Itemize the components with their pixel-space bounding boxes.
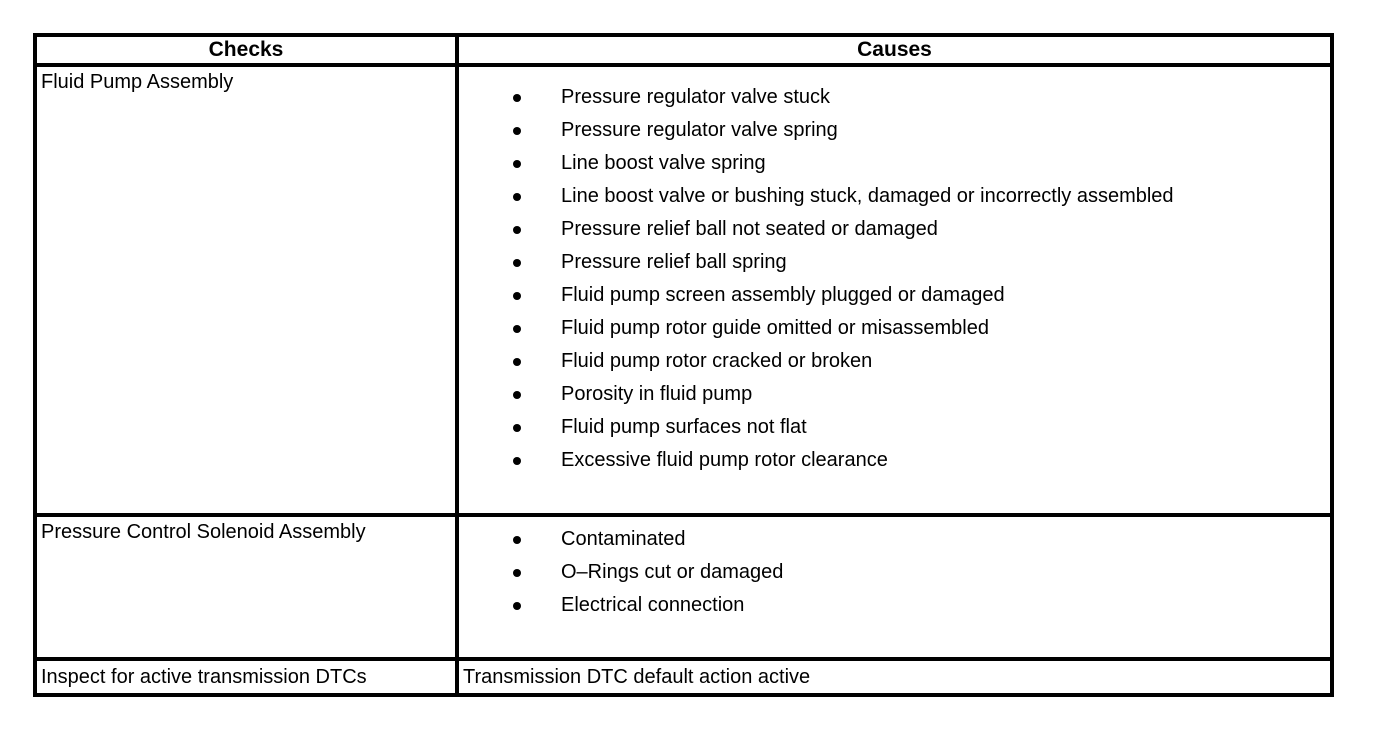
bullet-icon — [513, 457, 521, 465]
cause-item: Pressure relief ball not seated or damag… — [513, 213, 1326, 246]
bullet-icon — [513, 358, 521, 366]
cause-item: Fluid pump screen assembly plugged or da… — [513, 279, 1326, 312]
cause-item: Contaminated — [513, 523, 1326, 556]
bullet-icon — [513, 602, 521, 610]
cause-text: Pressure regulator valve stuck — [561, 86, 831, 108]
cause-text: Electrical connection — [561, 594, 745, 616]
bullet-icon — [513, 536, 521, 544]
bullet-icon — [513, 160, 521, 168]
cause-text: Pressure relief ball spring — [561, 251, 787, 273]
table-row: Inspect for active transmission DTCs Tran… — [33, 657, 1334, 697]
cause-item: Pressure regulator valve stuck — [513, 81, 1326, 114]
table-row: Pressure Control Solenoid Assembly Contam… — [33, 513, 1334, 661]
cause-text: Fluid pump rotor guide omitted or misass… — [561, 317, 989, 339]
check-cell: Pressure Control Solenoid Assembly — [33, 513, 459, 661]
cause-item: Line boost valve spring — [513, 147, 1326, 180]
causes-cell: Pressure regulator valve stuck Pressure r… — [455, 63, 1334, 517]
cause-text: Line boost valve spring — [561, 152, 766, 174]
cause-item: Pressure regulator valve spring — [513, 114, 1326, 147]
bullet-icon — [513, 325, 521, 333]
check-cell: Fluid Pump Assembly — [33, 63, 459, 517]
table-row: Fluid Pump Assembly Pressure regulator va… — [33, 63, 1334, 517]
bullet-icon — [513, 292, 521, 300]
cause-text: Fluid pump screen assembly plugged or da… — [561, 284, 1005, 306]
cause-item: Line boost valve or bushing stuck, damag… — [513, 180, 1326, 213]
check-cell: Inspect for active transmission DTCs — [33, 657, 459, 697]
cause-item: Electrical connection — [513, 589, 1326, 622]
cause-item: Fluid pump surfaces not flat — [513, 411, 1326, 444]
bullet-icon — [513, 193, 521, 201]
column-header-causes: Causes — [455, 33, 1334, 67]
bullet-icon — [513, 226, 521, 234]
cause-text: Fluid pump rotor cracked or broken — [561, 350, 873, 372]
cause-text: Contaminated — [561, 528, 686, 550]
bullet-icon — [513, 424, 521, 432]
cause-item: Excessive fluid pump rotor clearance — [513, 444, 1326, 477]
cause-list: Contaminated O–Rings cut or damaged Electr… — [459, 517, 1330, 622]
cause-list: Pressure regulator valve stuck Pressure r… — [459, 67, 1330, 477]
cause-text: Porosity in fluid pump — [561, 383, 753, 405]
column-header-checks: Checks — [33, 33, 459, 67]
cause-text: Fluid pump surfaces not flat — [561, 416, 807, 438]
cause-item: Fluid pump rotor cracked or broken — [513, 345, 1326, 378]
checks-causes-table: Checks Causes Fluid Pump Assembly Pressur… — [33, 33, 1334, 697]
cause-text: O–Rings cut or damaged — [561, 561, 784, 583]
cause-text: Pressure regulator valve spring — [561, 119, 838, 141]
cause-text: Transmission DTC default action active — [463, 666, 811, 688]
cause-item: Pressure relief ball spring — [513, 246, 1326, 279]
bullet-icon — [513, 127, 521, 135]
cause-text: Pressure relief ball not seated or damag… — [561, 218, 938, 240]
cause-text: Excessive fluid pump rotor clearance — [561, 449, 888, 471]
bullet-icon — [513, 569, 521, 577]
cause-text: Line boost valve or bushing stuck, damag… — [561, 185, 1174, 207]
causes-cell: Contaminated O–Rings cut or damaged Electr… — [455, 513, 1334, 661]
table-header-row: Checks Causes — [33, 33, 1334, 67]
cause-item: Porosity in fluid pump — [513, 378, 1326, 411]
causes-cell: Transmission DTC default action active — [455, 657, 1334, 697]
bullet-icon — [513, 94, 521, 102]
bullet-icon — [513, 259, 521, 267]
cause-item: Fluid pump rotor guide omitted or misass… — [513, 312, 1326, 345]
cause-item: O–Rings cut or damaged — [513, 556, 1326, 589]
bullet-icon — [513, 391, 521, 399]
